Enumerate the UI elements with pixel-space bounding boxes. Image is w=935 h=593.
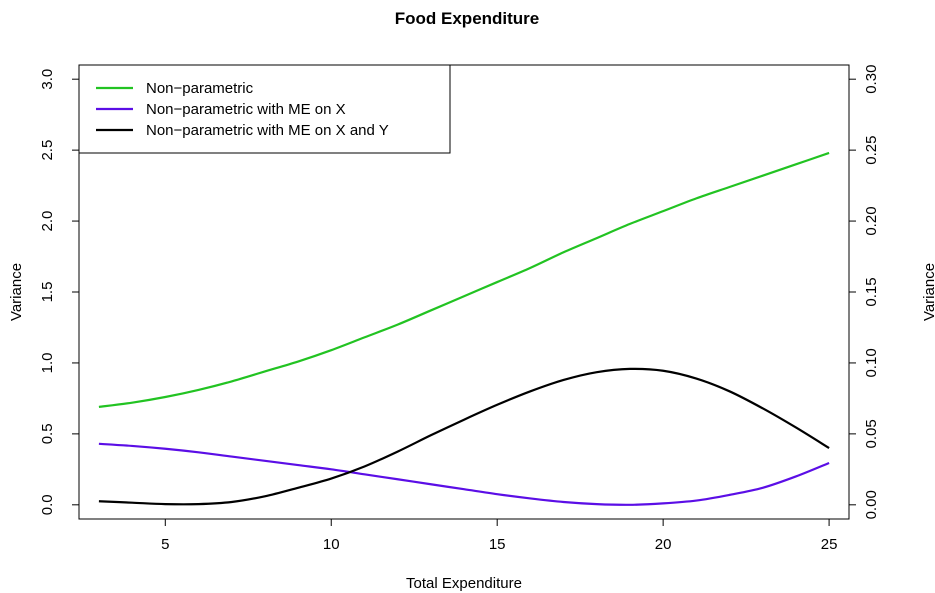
y-tick-label-left: 1.0 — [39, 353, 56, 374]
x-tick-label: 10 — [323, 536, 340, 553]
chart-title: Food Expenditure — [395, 9, 540, 28]
x-tick-label: 15 — [489, 536, 506, 553]
y-tick-label-left: 1.5 — [39, 282, 56, 303]
y-tick-label-right: 0.05 — [863, 419, 880, 448]
x-tick-label: 20 — [655, 536, 672, 553]
y-tick-label-right: 0.25 — [863, 136, 880, 165]
y-tick-label-right: 0.00 — [863, 490, 880, 519]
y-tick-label-right: 0.10 — [863, 348, 880, 377]
y-tick-label-left: 0.0 — [39, 494, 56, 515]
legend: Non−parametric Non−parametric with ME on … — [78, 64, 451, 154]
y-axis-left: 0.0 0.5 1.0 1.5 2.0 2.5 3.0 — [39, 69, 80, 515]
legend-label: Non−parametric with ME on X and Y — [146, 122, 389, 139]
series-line-1 — [98, 151, 830, 409]
y-axis-label-right: Variance — [921, 263, 935, 321]
series-line-3 — [98, 367, 830, 506]
x-axis: 5 10 15 20 25 — [161, 518, 838, 553]
x-tick-label: 25 — [821, 536, 838, 553]
y-tick-label-right: 0.20 — [863, 206, 880, 235]
y-tick-label-right: 0.30 — [863, 65, 880, 94]
legend-label: Non−parametric — [146, 80, 254, 97]
y-axis-label-left: Variance — [8, 263, 25, 321]
x-tick-label: 5 — [161, 536, 169, 553]
y-tick-label-left: 2.0 — [39, 211, 56, 232]
y-tick-label-left: 0.5 — [39, 423, 56, 444]
y-axis-right: 0.00 0.05 0.10 0.15 0.20 0.25 0.30 — [848, 65, 880, 519]
y-tick-label-left: 2.5 — [39, 140, 56, 161]
series-line-2 — [98, 442, 830, 506]
x-axis-label: Total Expenditure — [406, 575, 522, 592]
legend-label: Non−parametric with ME on X — [146, 101, 346, 118]
y-tick-label-left: 3.0 — [39, 69, 56, 90]
series-lines — [98, 151, 830, 506]
legend-box — [78, 64, 451, 154]
y-tick-label-right: 0.15 — [863, 277, 880, 306]
